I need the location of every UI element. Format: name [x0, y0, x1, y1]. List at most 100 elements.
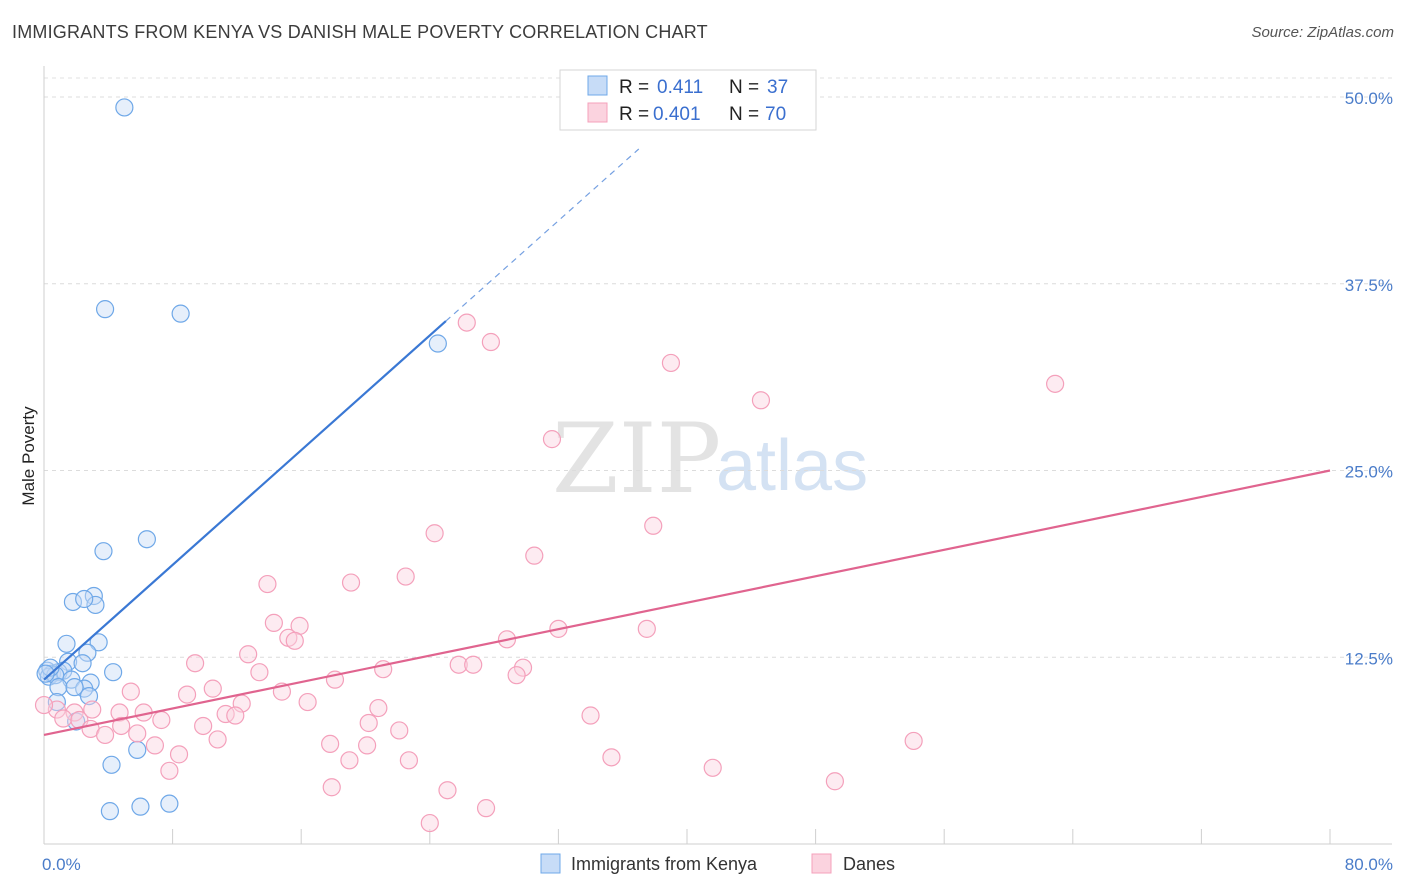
danes-point-59: [602, 748, 621, 767]
kenya-point-2: [171, 304, 190, 323]
legend-danes-r-label: R =: [619, 104, 649, 125]
legend-danes-n-label: N =: [729, 104, 759, 125]
kenya-point-12: [78, 643, 97, 662]
danes-point-41: [54, 709, 73, 728]
grid-lines: [44, 77, 1392, 658]
kenya-point-32: [100, 802, 120, 821]
kenya-point-3: [428, 334, 447, 353]
y-axis-label: Male Poverty: [19, 406, 38, 506]
tick-labels: 12.5% 25.0% 37.5% 50.0% 0.0% 80.0%: [42, 89, 1393, 874]
danes-point-24: [250, 663, 269, 682]
bottom-legend-swatch-kenya: [540, 853, 561, 874]
danes-point-28: [121, 682, 140, 701]
y-tick-label-0: 12.5%: [1345, 649, 1393, 668]
danes-point-64: [322, 778, 341, 797]
danes-point-22: [464, 655, 483, 674]
danes-point-15: [285, 631, 304, 650]
bottom-legend-swatch-danes: [811, 853, 832, 874]
danes-point-18: [637, 619, 656, 638]
danes-point-47: [581, 706, 600, 725]
kenya-point-27: [79, 686, 99, 706]
kenya-trend-extension: [445, 148, 640, 322]
danes-point-57: [340, 751, 359, 770]
danes-point-19: [186, 654, 205, 673]
kenya-point-0: [115, 98, 134, 117]
legend-kenya-n-value: 37: [767, 77, 788, 98]
danes-point-8: [525, 546, 544, 565]
danes-point-68: [34, 695, 54, 715]
danes-point-33: [298, 692, 317, 712]
danes-point-37: [110, 703, 129, 722]
legend-box: R = 0.411 N = 37 R = 0.401 N = 70: [559, 69, 817, 131]
danes-point-21: [449, 655, 468, 674]
danes-point-44: [112, 716, 131, 736]
danes-point-9: [258, 574, 277, 594]
danes-point-0: [457, 313, 476, 332]
legend-danes-n-value: 70: [765, 104, 786, 125]
danes-point-54: [321, 734, 340, 754]
danes-point-4: [1046, 374, 1065, 393]
kenya-point-31: [102, 755, 121, 774]
watermark-atlas: atlas: [716, 426, 868, 506]
bottom-legend-kenya: Immigrants from Kenya: [571, 854, 758, 874]
legend-kenya-r-value: 0.411: [657, 77, 703, 98]
kenya-point-30: [128, 740, 147, 759]
kenya-point-4: [137, 530, 156, 549]
danes-point-34: [369, 698, 388, 718]
bottom-legend-danes: Danes: [843, 854, 895, 874]
danes-point-48: [390, 721, 409, 740]
danes-point-56: [169, 745, 189, 764]
danes-point-3: [751, 391, 771, 410]
danes-point-7: [644, 516, 663, 535]
danes-point-67: [420, 813, 439, 833]
danes-points: [34, 313, 1065, 833]
kenya-point-5: [94, 542, 113, 561]
kenya-point-34: [160, 794, 179, 813]
legend-swatch-danes: [587, 102, 608, 123]
danes-point-51: [128, 724, 147, 743]
kenya-point-8: [63, 592, 83, 612]
danes-point-65: [438, 781, 457, 800]
source-label: Source: ZipAtlas.com: [1251, 24, 1394, 41]
x-tick-label-min: 0.0%: [42, 855, 81, 874]
danes-trend-line: [43, 469, 1331, 737]
kenya-points: [36, 98, 447, 821]
y-tick-label-1: 25.0%: [1345, 463, 1393, 482]
danes-point-50: [95, 725, 115, 745]
danes-point-11: [396, 567, 415, 586]
danes-point-6: [425, 524, 444, 543]
trend-lines: [43, 148, 1331, 737]
kenya-point-36: [36, 664, 55, 683]
y-tick-label-2: 37.5%: [1345, 276, 1393, 295]
danes-point-29: [177, 685, 197, 704]
danes-point-45: [194, 716, 213, 736]
danes-point-52: [208, 730, 227, 749]
danes-point-61: [160, 761, 179, 780]
danes-point-26: [507, 666, 526, 685]
kenya-point-14: [73, 654, 92, 673]
axes: [43, 66, 1392, 845]
danes-point-55: [358, 736, 377, 755]
danes-point-30: [203, 679, 222, 698]
danes-point-43: [152, 710, 171, 730]
danes-point-1: [481, 332, 500, 352]
danes-point-12: [264, 613, 283, 632]
kenya-point-10: [57, 634, 76, 653]
kenya-point-9: [75, 589, 94, 609]
legend-swatch-kenya: [587, 75, 608, 96]
danes-point-46: [359, 713, 378, 733]
kenya-point-23: [104, 663, 123, 682]
danes-point-69: [83, 700, 102, 719]
danes-point-2: [661, 353, 681, 373]
danes-point-10: [341, 573, 361, 592]
legend-kenya-r-label: R =: [619, 77, 649, 98]
y-tick-label-3: 50.0%: [1345, 89, 1393, 108]
kenya-point-26: [65, 678, 84, 697]
danes-point-66: [476, 799, 496, 818]
danes-point-53: [145, 736, 165, 755]
chart-title: IMMIGRANTS FROM KENYA VS DANISH MALE POV…: [12, 22, 708, 42]
kenya-point-1: [95, 300, 115, 319]
kenya-point-33: [131, 797, 150, 816]
danes-point-58: [399, 751, 419, 770]
